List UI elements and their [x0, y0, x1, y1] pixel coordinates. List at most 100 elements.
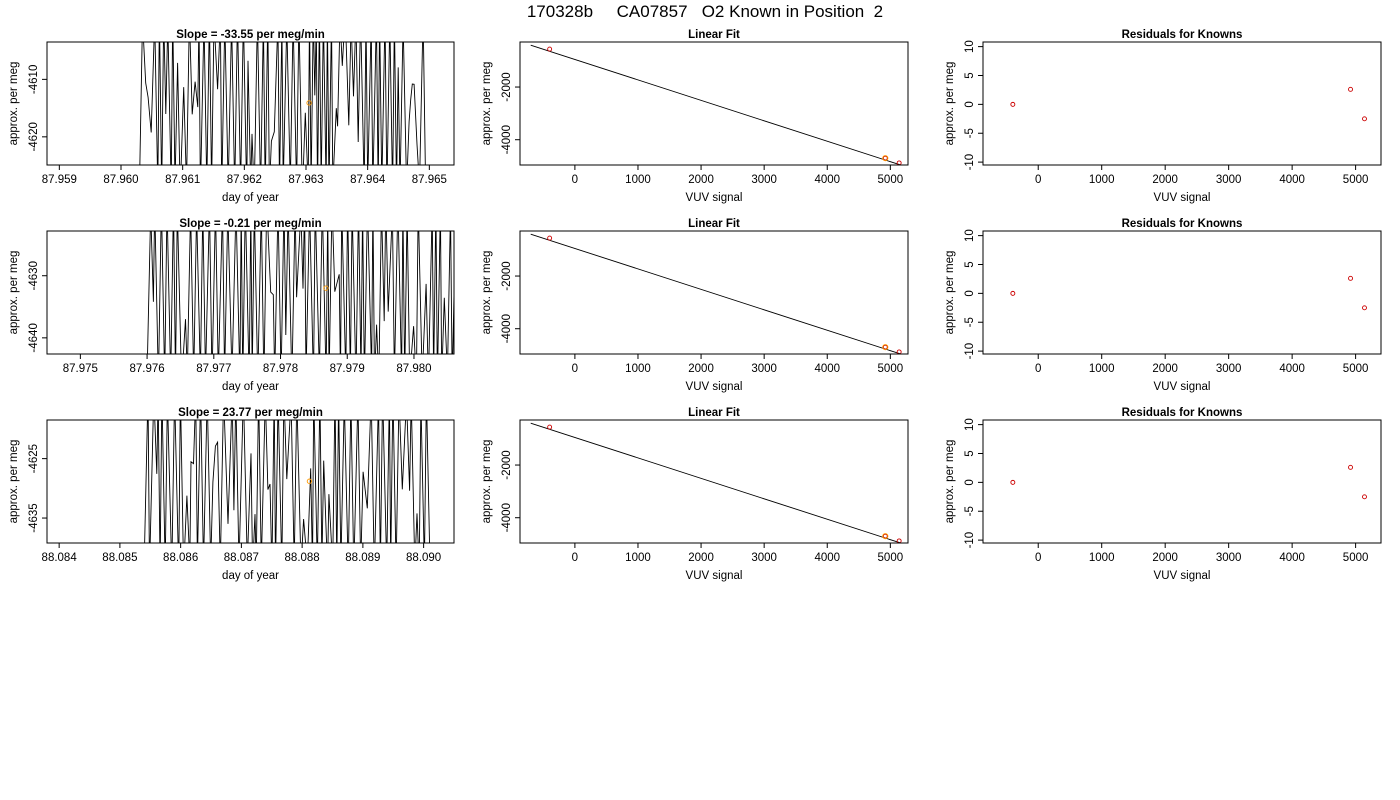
x-tick-label: 88.085	[102, 552, 137, 564]
y-axis: -4630 -4640 approx. per meg	[8, 251, 47, 353]
x-tick-label: 5000	[878, 363, 904, 375]
x-tick-label: 0	[1035, 552, 1041, 564]
x-tick-label: 87.975	[63, 363, 98, 375]
y-tick-label: -2000	[501, 450, 513, 479]
known-point	[882, 344, 889, 351]
y-tick-label: 0	[964, 101, 976, 107]
x-tick-label: 2000	[1152, 174, 1178, 186]
x-tick-label: 87.963	[288, 174, 323, 186]
x-tick-label: 88.087	[224, 552, 259, 564]
x-tick-label: 2000	[688, 174, 714, 186]
x-tick-label: 4000	[814, 363, 840, 375]
y-tick-label: 5	[964, 72, 976, 78]
known-marker	[306, 100, 312, 106]
x-axis: 0 1000 2000 3000 4000 5000 VUV signal	[1035, 165, 1368, 204]
residual-point	[1010, 290, 1016, 296]
x-axis-label: VUV signal	[686, 570, 743, 582]
x-tick-label: 87.961	[165, 174, 200, 186]
y-axis-label: approx. per meg	[944, 251, 956, 335]
x-tick-label: 2000	[688, 552, 714, 564]
plot-frame	[46, 230, 455, 355]
y-tick-label: -5	[964, 317, 976, 327]
panel-title: Linear Fit	[688, 218, 740, 230]
x-tick-label: 87.980	[396, 363, 431, 375]
residual-point	[1348, 464, 1353, 470]
y-tick-label: 0	[964, 479, 976, 485]
x-tick-label: 88.090	[406, 552, 441, 564]
x-tick-label: 0	[572, 552, 578, 564]
x-axis: 87.959 87.960 87.961 87.962 87.963 87.964 87.9…	[42, 165, 447, 204]
y-tick-label: -5	[964, 128, 976, 138]
plot-frame	[519, 230, 909, 355]
x-tick-label: 5000	[878, 552, 904, 564]
residual-point	[1362, 116, 1367, 122]
y-tick-label: -4630	[28, 261, 40, 290]
y-tick-label: -4640	[28, 323, 40, 352]
fit-line	[530, 422, 900, 544]
x-tick-label: 87.962	[227, 174, 262, 186]
signal-trace	[147, 231, 454, 354]
y-axis-label: approx. per meg	[8, 62, 20, 146]
residual-point	[1362, 494, 1367, 500]
plot-frame	[982, 419, 1382, 544]
x-axis: 0 1000 2000 3000 4000 5000 VUV signal	[572, 543, 903, 582]
y-tick-label: 10	[964, 229, 976, 242]
x-tick-label: 4000	[814, 174, 840, 186]
x-tick-label: 2000	[1152, 363, 1178, 375]
x-tick-label: 5000	[878, 174, 904, 186]
x-tick-label: 1000	[625, 363, 651, 375]
y-axis-label: approx. per meg	[944, 440, 956, 524]
y-axis-label: approx. per meg	[481, 62, 493, 146]
y-tick-label: -4610	[28, 65, 40, 94]
page-title: 170328b CA07857 O2 Known in Position 2	[527, 2, 883, 21]
x-tick-label: 87.959	[42, 174, 77, 186]
y-tick-label: 5	[964, 261, 976, 267]
x-tick-label: 5000	[1343, 363, 1369, 375]
y-axis: -4625 -4635 approx. per meg	[8, 440, 47, 533]
panel-title: Linear Fit	[688, 407, 740, 419]
panel-title: Residuals for Knowns	[1122, 218, 1243, 230]
x-axis: 87.975 87.976 87.977 87.978 87.979 87.980 day …	[63, 354, 432, 393]
x-tick-label: 5000	[1343, 552, 1369, 564]
x-tick-label: 3000	[1216, 363, 1242, 375]
y-axis: -4610 -4620 approx. per meg	[8, 62, 47, 152]
y-axis: -2000 -4000 approx. per meg	[481, 251, 520, 343]
x-tick-label: 87.960	[103, 174, 138, 186]
y-tick-label: -10	[964, 343, 976, 360]
x-tick-label: 3000	[1216, 552, 1242, 564]
panel-title: Residuals for Knowns	[1122, 29, 1243, 41]
x-tick-label: 87.976	[129, 363, 164, 375]
data-point	[882, 533, 888, 539]
x-tick-label: 3000	[751, 363, 777, 375]
linear-fit-panel: Linear Fit 0 1000 2000 3000 4000 5000 VUV signa…	[481, 407, 909, 582]
x-tick-label: 0	[1035, 363, 1041, 375]
x-tick-label: 87.965	[412, 174, 447, 186]
y-tick-label: -4620	[28, 122, 40, 151]
x-tick-label: 87.977	[196, 363, 231, 375]
x-tick-label: 1000	[1089, 174, 1115, 186]
residual-point	[1348, 86, 1353, 92]
x-tick-label: 87.979	[330, 363, 365, 375]
known-marker	[306, 478, 313, 484]
y-tick-label: -5	[964, 506, 976, 516]
x-tick-label: 1000	[1089, 552, 1115, 564]
plot-grid: Slope = -33.55 per meg/min 87.959 87.960 87…	[8, 29, 1382, 582]
y-tick-label: -2000	[501, 261, 513, 290]
panel-title: Linear Fit	[688, 29, 740, 41]
x-tick-label: 87.978	[263, 363, 298, 375]
panel-title: Slope = -33.55 per meg/min	[176, 29, 325, 41]
y-tick-label: 10	[964, 40, 976, 53]
known-point	[882, 533, 889, 540]
signal-trace	[144, 420, 430, 543]
panel-title: Slope = -0.21 per meg/min	[179, 218, 321, 230]
data-point	[547, 235, 553, 241]
y-tick-label: 10	[964, 418, 976, 431]
x-axis: 0 1000 2000 3000 4000 5000 VUV signal	[1035, 543, 1368, 582]
x-tick-label: 4000	[814, 552, 840, 564]
x-axis-label: day of year	[222, 381, 279, 393]
residual-point	[1010, 479, 1016, 485]
y-axis-label: approx. per meg	[8, 251, 20, 335]
